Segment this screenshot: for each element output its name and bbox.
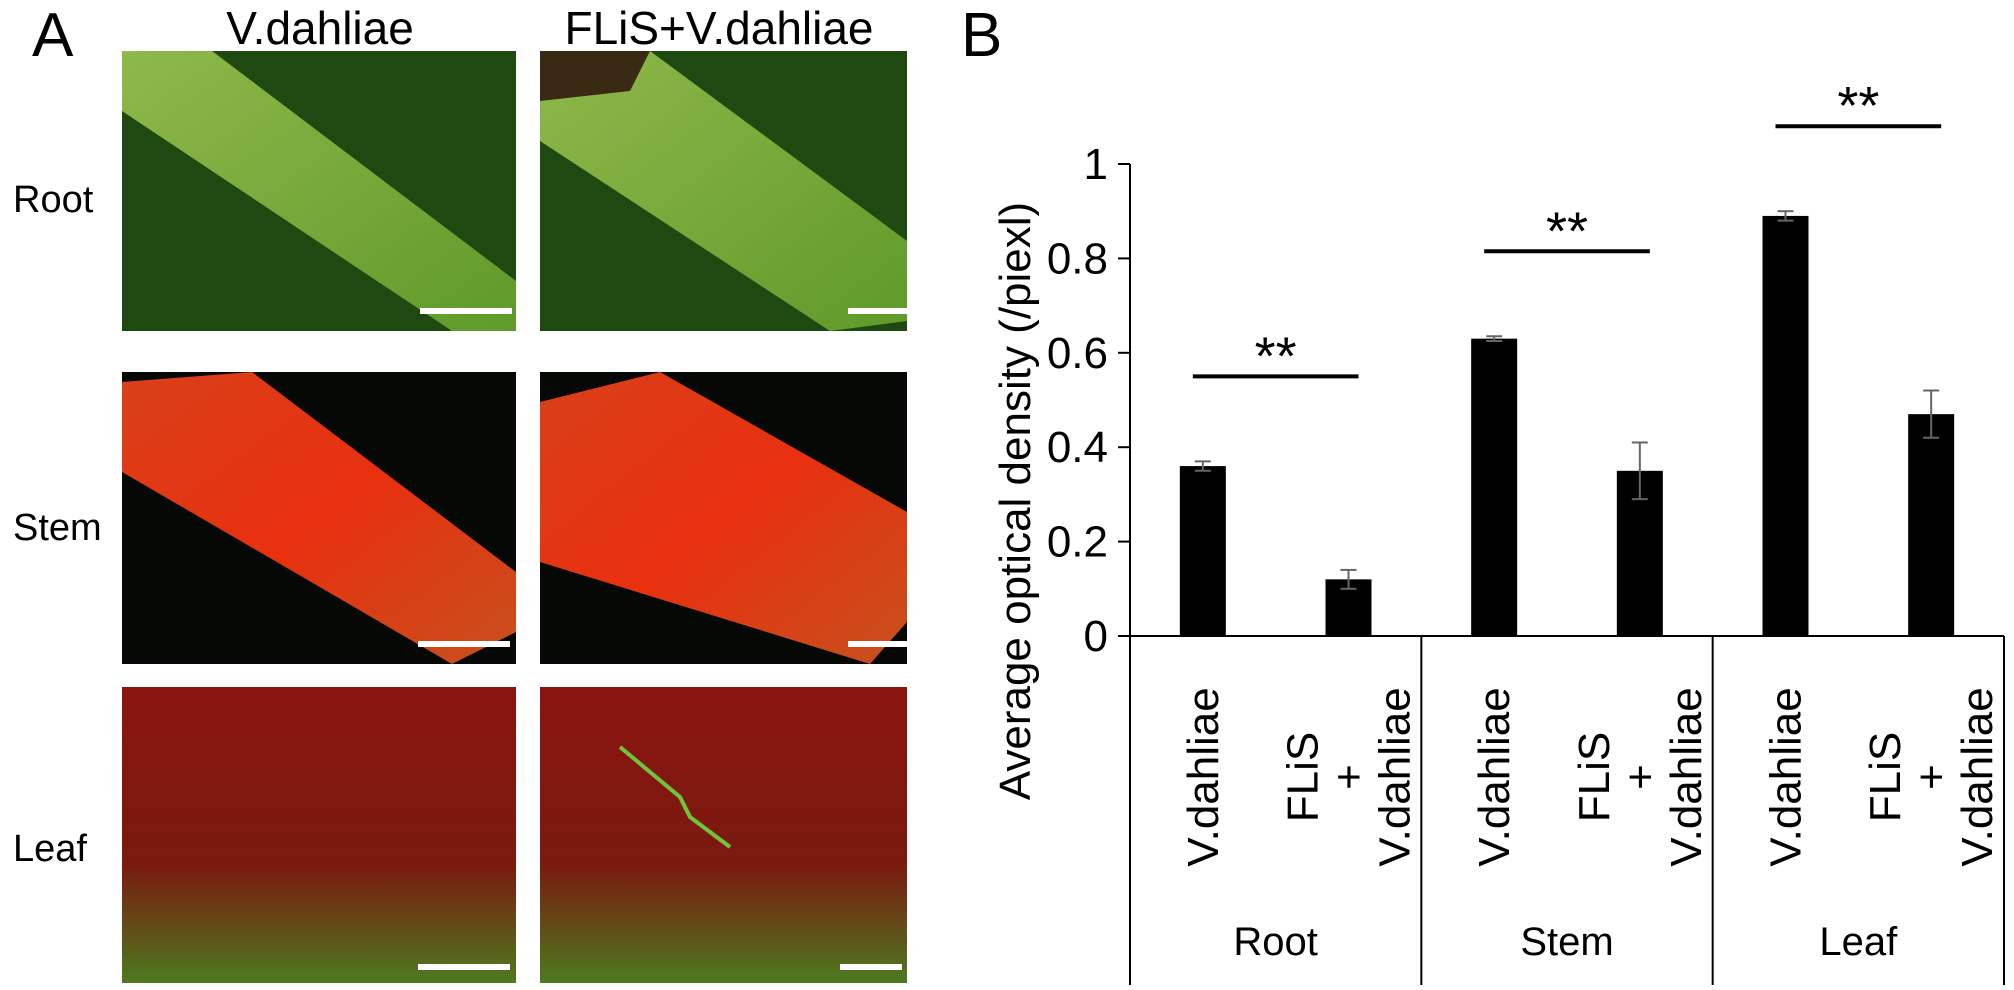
group-label: Root	[1233, 920, 1318, 964]
y-tick-label: 1	[1084, 140, 1108, 189]
panel-label: A	[32, 1, 74, 70]
column-title: V.dahliae	[226, 2, 414, 54]
group-label: Leaf	[1819, 920, 1898, 964]
x-tick-label: FLiS	[1279, 732, 1328, 822]
bar	[1762, 215, 1809, 637]
y-tick-label: 0.2	[1047, 518, 1108, 567]
x-tick-label: V.dahliae	[1762, 687, 1811, 866]
micrograph	[540, 372, 907, 664]
x-tick-label: FLiS	[1570, 732, 1619, 822]
x-tick-label: V.dahliae	[1662, 687, 1711, 866]
x-tick-label: FLiS	[1861, 732, 1910, 822]
bar	[1471, 338, 1518, 636]
micrograph	[122, 51, 516, 331]
x-tick-label: V.dahliae	[1179, 687, 1228, 866]
micrograph	[122, 687, 516, 983]
significance-label: **	[1546, 201, 1588, 261]
x-tick-label: +	[1325, 764, 1374, 790]
y-tick-label: 0.4	[1047, 423, 1108, 472]
significance-label: **	[1837, 76, 1879, 136]
column-title: FLiS+V.dahliae	[564, 2, 873, 54]
y-tick-label: 0.8	[1047, 234, 1108, 283]
micrograph	[122, 372, 516, 664]
y-tick-label: 0.6	[1047, 329, 1108, 378]
row-label: Leaf	[13, 828, 87, 870]
x-tick-label: +	[1907, 764, 1956, 790]
bar	[1908, 414, 1955, 636]
x-tick-label: +	[1616, 764, 1665, 790]
row-label: Root	[13, 179, 94, 221]
x-tick-label: V.dahliae	[1470, 687, 1519, 866]
micrograph	[540, 51, 907, 331]
group-label: Stem	[1520, 920, 1613, 964]
significance-label: **	[1255, 326, 1297, 386]
y-tick-label: 0	[1084, 612, 1108, 661]
x-tick-label: V.dahliae	[1953, 687, 2002, 866]
micrograph	[540, 687, 907, 983]
bar	[1179, 466, 1226, 636]
y-axis-label: Average optical density (/piexl)	[991, 202, 1040, 800]
x-tick-label: V.dahliae	[1371, 687, 1420, 866]
row-label: Stem	[13, 507, 102, 549]
panel-label: B	[961, 1, 1002, 70]
